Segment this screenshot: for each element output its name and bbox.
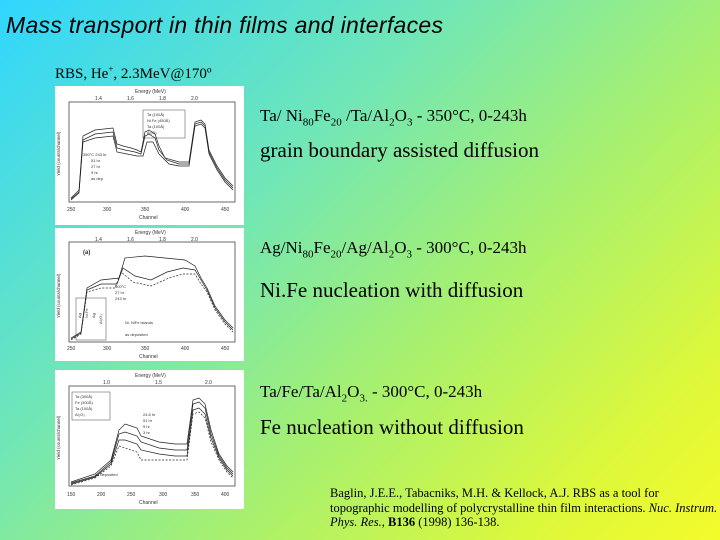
top-tick: 2.0 (205, 380, 212, 386)
y-axis-label: Yield (counts/channel) (56, 131, 61, 176)
citation: Baglin, J.E.E., Tabacniks, M.H. & Kelloc… (330, 486, 718, 530)
bottom-tick: 450 (221, 207, 230, 213)
legend-entry: Al₂O₃ (98, 314, 103, 324)
sample-system-1: Ta/ Ni80Fe20 /Ta/Al2O3 - 350°C, 0-243h (260, 106, 527, 129)
bottom-tick: 350 (191, 492, 200, 498)
top-tick: 1.6 (127, 96, 134, 102)
annotation: 3 hr (143, 430, 151, 435)
bottom-tick: 300 (103, 207, 112, 213)
bottom-tick: 350 (141, 346, 150, 352)
top-tick: 1.6 (127, 237, 134, 243)
mechanism-note-2: Ni.Fe nucleation with diffusion (260, 278, 524, 302)
top-tick: 1.8 (159, 237, 166, 243)
legend-box (71, 391, 111, 421)
rbs-spectrum-ag-nife: Energy (MeV) 1.4 1.6 1.8 2.0 250 300 350… (55, 228, 244, 361)
journal-name: Nuc. Instrum. Phys. Res. (330, 500, 718, 530)
mechanism-note-3: Fe nucleation without diffusion (260, 415, 524, 439)
volume: B136 (387, 515, 416, 529)
annotation: 51 hr (91, 158, 101, 163)
top-tick: 1.0 (103, 380, 110, 386)
legend-box (142, 109, 186, 139)
top-tick: 1.4 (95, 237, 102, 243)
bottom-tick: 350 (141, 207, 150, 213)
bottom-tick: 250 (127, 492, 136, 498)
bottom-tick: 250 (67, 346, 76, 352)
bottom-tick: 200 (97, 492, 106, 498)
legend-box (75, 297, 107, 341)
top-tick: 2.0 (191, 96, 198, 102)
top-axis-label: Energy (MeV) (135, 373, 166, 379)
plot-frame (68, 385, 236, 487)
legend-entry: Ni.Fe (450Å) (147, 118, 170, 123)
annotation: 9 hr (91, 170, 99, 175)
legend-entry: Ta (100Å) (147, 112, 165, 117)
annotation: 243 hr (115, 296, 127, 301)
bottom-tick: 300 (103, 346, 112, 352)
bottom-tick: 400 (181, 346, 190, 352)
annotation: as dep (91, 176, 104, 181)
bottom-tick: 150 (67, 492, 76, 498)
annotation: 9 hr (143, 424, 151, 429)
legend-entry: Ag (77, 313, 82, 318)
annotation: as deposited (95, 472, 118, 477)
top-axis-label: Energy (MeV) (135, 89, 166, 95)
top-axis-label: Energy (MeV) (135, 230, 166, 236)
legend-entry: Al₂O₃ (75, 412, 85, 417)
legend-entry: Ta (100Å) (75, 406, 93, 411)
legend-entry: Ag (91, 313, 96, 318)
annotation: 350°C 243 hr (83, 152, 107, 157)
bottom-axis-label: Channel (139, 215, 158, 221)
bottom-axis-label: Channel (139, 500, 158, 506)
legend-entry: Ni.Fe (84, 308, 89, 318)
legend-entry: Fe (300Å) (75, 400, 93, 405)
plot-frame (68, 241, 236, 343)
rbs-conditions: RBS, He+, 2.3MeV@170º (55, 64, 212, 82)
sample-system-3: Ta/Fe/Ta/Al2O3. - 300°C, 0-243h (260, 382, 483, 405)
top-tick: 1.5 (155, 380, 162, 386)
annotation: Ni, NiFe islands (125, 320, 153, 325)
rbs-spectrum-ta-fe: Energy (MeV) 1.0 1.5 2.0 150 200 250 300… (55, 370, 244, 509)
legend-entry: Al₂O₃ (147, 130, 157, 135)
annotation: 27 hr (115, 290, 125, 295)
annotation: 27 hr (91, 164, 101, 169)
legend-entry: Ta (100Å) (147, 124, 165, 129)
top-tick: 1.8 (159, 96, 166, 102)
bottom-tick: 400 (181, 207, 190, 213)
top-tick: 2.0 (191, 237, 198, 243)
y-axis-label: Yield (counts/channel) (56, 273, 61, 318)
y-axis-label: Yield (counts/channel) (56, 415, 61, 460)
bottom-axis-label: Channel (139, 354, 158, 360)
panel-label: (a) (83, 250, 90, 256)
rbs-spectrum-ta-nife: Energy (MeV) 1.4 1.6 1.8 2.0 250 300 350… (55, 86, 244, 225)
bottom-tick: 450 (221, 346, 230, 352)
annotation: as deposited (125, 332, 148, 337)
sample-system-2: Ag/Ni80Fe20/Ag/Al2O3 - 300°C, 0-243h (260, 238, 527, 261)
mechanism-note-1: grain boundary assisted diffusion (260, 138, 539, 162)
annotation: 24.8 hr (143, 412, 156, 417)
top-tick: 1.4 (95, 96, 102, 102)
bottom-tick: 400 (221, 492, 230, 498)
legend-entry: Ta (300Å) (75, 394, 93, 399)
annotation: 300°C (115, 284, 126, 289)
bottom-tick: 300 (159, 492, 168, 498)
plot-frame (68, 101, 236, 203)
bottom-tick: 250 (67, 207, 76, 213)
annotation: 51 hr (143, 418, 153, 423)
slide-title: Mass transport in thin films and interfa… (6, 12, 444, 38)
